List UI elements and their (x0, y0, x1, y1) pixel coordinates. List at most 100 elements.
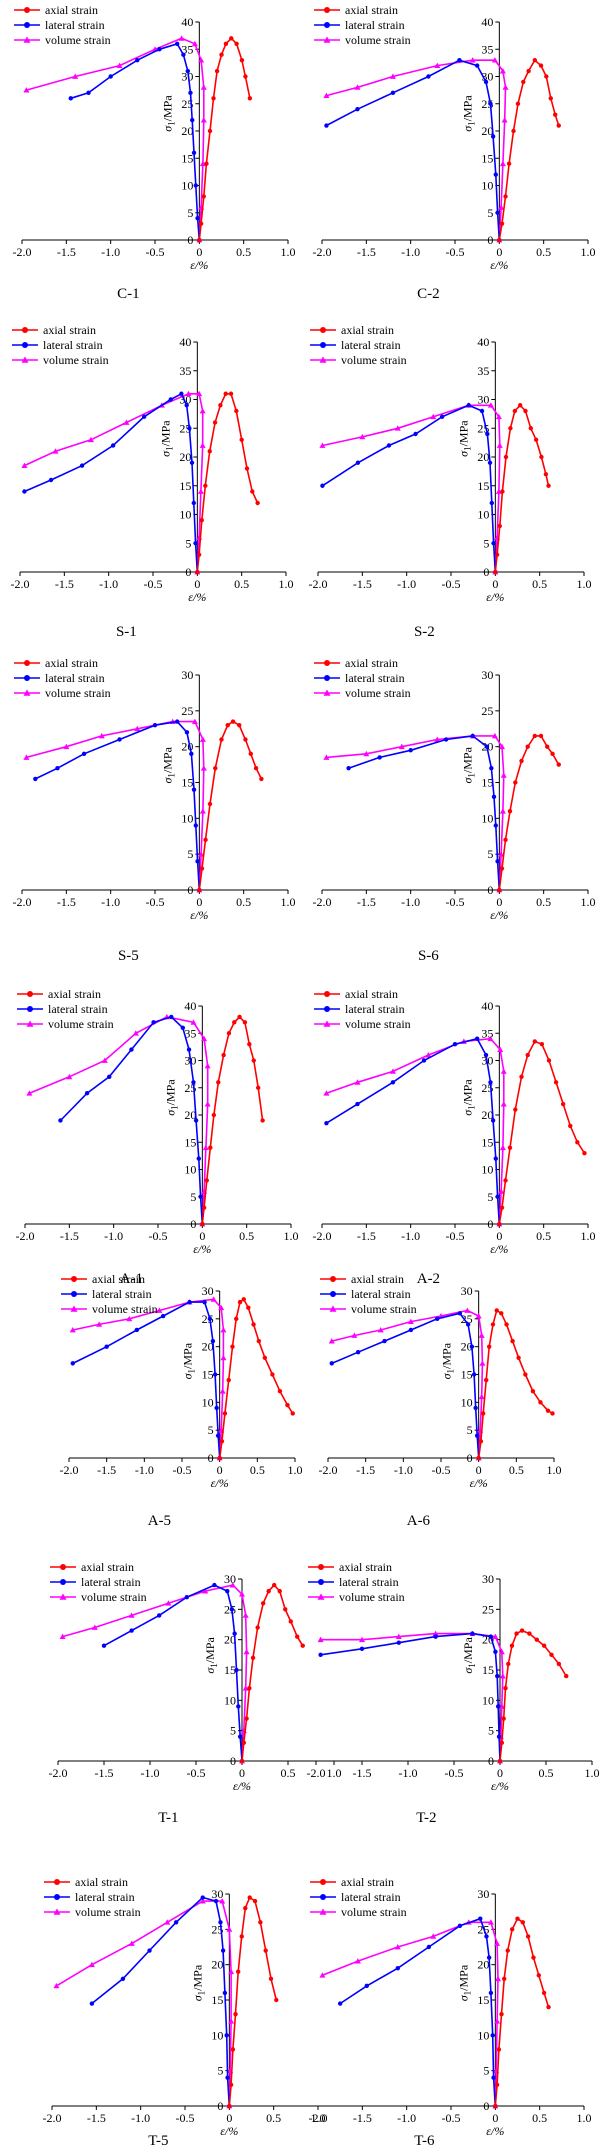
series-line-lateral-strain (325, 1037, 501, 1225)
data-point (471, 1372, 477, 1377)
data-point (223, 41, 229, 46)
data-point (21, 462, 28, 469)
legend-marker (330, 1291, 336, 1297)
data-point (129, 1047, 134, 1052)
legend-marker (319, 1908, 327, 1915)
y-tick-label: 30 (211, 1887, 223, 1901)
data-point (487, 1035, 494, 1042)
x-tick-label: -1.0 (401, 1229, 420, 1243)
x-tick-label: 0.5 (234, 577, 249, 591)
data-point (223, 391, 228, 396)
legend-marker (24, 675, 30, 681)
data-point (359, 433, 366, 440)
data-point (457, 57, 462, 63)
data-point (108, 74, 113, 79)
data-point (262, 1355, 268, 1361)
y-axis-label: σ1/MPa (203, 1637, 219, 1674)
data-point (241, 1740, 247, 1746)
legend-marker (329, 1305, 337, 1312)
data-point (174, 41, 180, 46)
data-point (156, 1307, 163, 1313)
data-point (129, 1628, 134, 1633)
x-axis-label: ε/% (211, 1476, 229, 1490)
data-point (324, 1120, 329, 1126)
legend-marker (27, 1006, 33, 1012)
data-point (237, 1734, 243, 1739)
data-point (226, 1926, 233, 1932)
legend-label: axial strain (351, 1272, 404, 1286)
data-point (193, 541, 198, 546)
data-point (22, 489, 27, 494)
data-point (492, 1633, 499, 1640)
y-tick-label: 25 (181, 704, 193, 718)
data-point (186, 1047, 192, 1052)
data-point (500, 489, 505, 494)
data-point (377, 1326, 384, 1333)
y-tick-label: 0 (487, 233, 493, 247)
y-tick-label: 0 (483, 2099, 489, 2113)
data-point (556, 1661, 562, 1667)
data-point (389, 73, 396, 79)
data-point (545, 1408, 551, 1413)
legend-marker (324, 991, 330, 997)
data-point (196, 390, 203, 397)
x-tick-label: 1.0 (581, 1229, 596, 1243)
data-point (568, 1123, 573, 1129)
data-point (196, 552, 202, 557)
y-tick-label: 5 (187, 206, 193, 220)
y-tick-label: 25 (461, 1312, 473, 1326)
x-tick-label: -1.0 (397, 2111, 416, 2125)
data-point (218, 403, 223, 408)
y-axis-label-subscript: 1 (164, 446, 174, 451)
data-point (359, 1636, 365, 1643)
data-point (433, 1634, 438, 1639)
data-point (474, 1036, 480, 1041)
data-point (244, 466, 250, 471)
data-point (270, 1372, 275, 1377)
data-point (147, 1948, 152, 1953)
x-tick-label: -0.5 (445, 1766, 464, 1780)
data-point (515, 1916, 520, 1921)
data-point (488, 1990, 494, 1996)
x-tick-label: 1.0 (281, 895, 296, 909)
data-point (168, 397, 173, 402)
x-tick-label: -1.0 (397, 577, 416, 591)
data-point (214, 1405, 219, 1411)
data-point (91, 1624, 98, 1630)
data-point (491, 541, 496, 546)
data-point (497, 1046, 504, 1052)
y-tick-label: 40 (477, 335, 489, 349)
data-point (556, 123, 561, 128)
data-point (68, 96, 73, 101)
series-line-axial-strain (498, 735, 560, 891)
data-point (546, 2004, 551, 2010)
data-point (196, 1156, 201, 1161)
legend-label: volume strain (345, 686, 411, 700)
data-point (69, 1326, 76, 1333)
data-point (132, 1030, 139, 1036)
y-tick-label: 0 (190, 1217, 196, 1231)
data-point (457, 1311, 463, 1316)
y-tick-label: 5 (217, 2064, 223, 2078)
legend-marker (318, 1564, 324, 1570)
data-point (499, 160, 506, 167)
y-tick-label: 30 (477, 393, 489, 407)
y-tick-label: 30 (181, 70, 193, 84)
data-point (221, 1052, 226, 1058)
x-tick-label: -1.5 (95, 1766, 114, 1780)
data-point (230, 1344, 235, 1349)
y-tick-label: 0 (483, 565, 489, 579)
data-point (443, 737, 449, 742)
data-point (539, 454, 544, 460)
y-tick-label: 0 (467, 1451, 473, 1465)
series-line-volume-strain (62, 1584, 248, 1762)
y-axis-label: σ1/MPa (158, 420, 174, 457)
data-point (479, 1360, 486, 1366)
data-point (494, 552, 500, 557)
x-tick-label: -1.5 (97, 1463, 116, 1477)
data-point (499, 1311, 504, 1316)
x-tick-label: -2.0 (13, 245, 32, 259)
data-point (259, 776, 264, 782)
data-point (354, 1079, 361, 1085)
data-point (498, 204, 505, 210)
